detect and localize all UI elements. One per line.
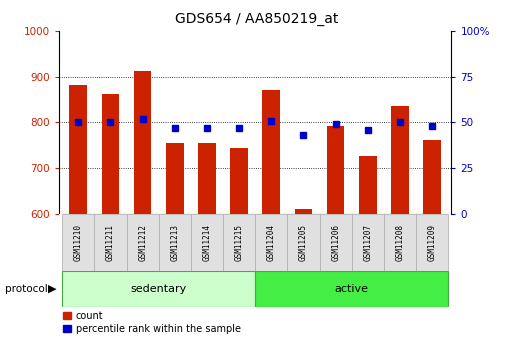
Bar bbox=[255, 271, 448, 307]
Bar bbox=[391, 106, 409, 214]
Text: GSM11214: GSM11214 bbox=[203, 224, 211, 261]
Bar bbox=[134, 71, 151, 214]
Bar bbox=[159, 214, 191, 271]
Bar bbox=[359, 156, 377, 214]
Bar bbox=[191, 214, 223, 271]
Legend: count, percentile rank within the sample: count, percentile rank within the sample bbox=[59, 307, 244, 338]
Bar bbox=[62, 271, 255, 307]
Text: GSM11211: GSM11211 bbox=[106, 224, 115, 261]
Text: GDS654 / AA850219_at: GDS654 / AA850219_at bbox=[175, 12, 338, 26]
Bar bbox=[287, 214, 320, 271]
Bar bbox=[255, 214, 287, 271]
Bar bbox=[127, 214, 159, 271]
Text: protocol: protocol bbox=[5, 284, 48, 294]
Bar bbox=[62, 214, 94, 271]
Text: GSM11208: GSM11208 bbox=[396, 224, 404, 261]
Text: GSM11210: GSM11210 bbox=[74, 224, 83, 261]
Bar bbox=[166, 142, 184, 214]
Bar bbox=[69, 85, 87, 214]
Bar bbox=[294, 209, 312, 214]
Bar bbox=[198, 142, 216, 214]
Text: ▶: ▶ bbox=[48, 284, 56, 294]
Bar bbox=[327, 126, 345, 214]
Text: GSM11213: GSM11213 bbox=[170, 224, 180, 261]
Text: GSM11207: GSM11207 bbox=[363, 224, 372, 261]
Bar bbox=[102, 94, 120, 214]
Bar bbox=[416, 214, 448, 271]
Bar bbox=[94, 214, 127, 271]
Bar bbox=[423, 140, 441, 214]
Text: GSM11212: GSM11212 bbox=[138, 224, 147, 261]
Bar bbox=[352, 214, 384, 271]
Text: GSM11205: GSM11205 bbox=[299, 224, 308, 261]
Text: sedentary: sedentary bbox=[131, 284, 187, 294]
Bar bbox=[263, 90, 280, 214]
Bar bbox=[223, 214, 255, 271]
Text: GSM11209: GSM11209 bbox=[428, 224, 437, 261]
Text: GSM11215: GSM11215 bbox=[234, 224, 244, 261]
Bar bbox=[230, 148, 248, 214]
Text: GSM11204: GSM11204 bbox=[267, 224, 276, 261]
Text: active: active bbox=[334, 284, 369, 294]
Bar bbox=[320, 214, 352, 271]
Text: GSM11206: GSM11206 bbox=[331, 224, 340, 261]
Bar bbox=[384, 214, 416, 271]
